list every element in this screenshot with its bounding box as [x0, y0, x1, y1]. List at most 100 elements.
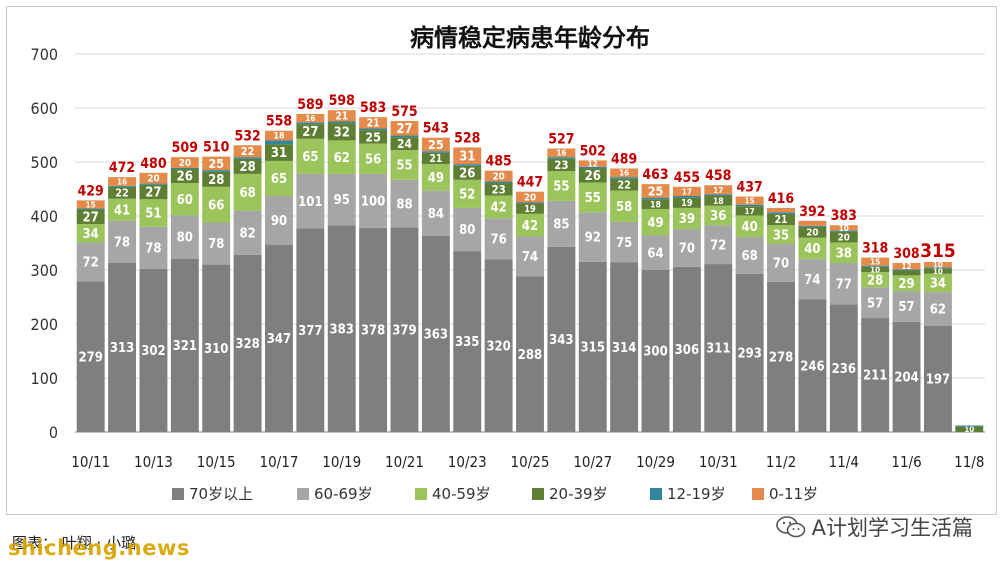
data-label: 20: [147, 174, 159, 185]
data-label: 95: [334, 193, 350, 208]
data-label: 75: [616, 236, 632, 251]
x-tick-label: 11/2: [766, 453, 796, 471]
bar-segment: [672, 186, 701, 197]
x-tick-label: 10/31: [699, 453, 738, 471]
bar-segment: [641, 197, 670, 200]
data-label: 84: [428, 207, 444, 222]
data-label: 27: [302, 125, 318, 140]
data-label: 101: [298, 195, 322, 210]
bar-segment: [578, 166, 607, 169]
bar-segment: [861, 266, 890, 273]
bar-segment: [516, 213, 544, 237]
bar-segment: [327, 123, 356, 141]
data-label: 306: [675, 343, 699, 358]
bar-segment: [547, 158, 576, 172]
data-label: 315: [581, 341, 605, 356]
bar-segment: [829, 231, 858, 243]
data-label: 57: [867, 296, 883, 311]
wechat-icon: [775, 516, 806, 538]
bar-segment: [861, 265, 890, 267]
y-tick-label: 0: [49, 423, 58, 442]
bar-segment: [139, 268, 168, 432]
data-label: 62: [334, 151, 350, 166]
data-label: 378: [361, 324, 385, 339]
data-label: 22: [115, 187, 129, 200]
data-label: 311: [706, 342, 730, 357]
legend-swatch: [752, 488, 764, 500]
x-tick-label: 10/29: [636, 453, 675, 471]
bar-segment: [296, 173, 325, 229]
data-label: 24: [397, 137, 412, 151]
data-label: 58: [616, 200, 632, 215]
y-tick-label: 500: [31, 153, 58, 172]
bar-segment: [170, 157, 199, 168]
bar-segment: [829, 262, 858, 305]
bar-segment: [641, 208, 670, 236]
data-label: 85: [553, 218, 569, 233]
x-tick-label: 10/19: [322, 453, 361, 471]
data-label: 377: [298, 324, 322, 339]
y-tick-label: 100: [31, 369, 58, 388]
data-label: 78: [114, 236, 130, 251]
bar-segment: [547, 157, 576, 159]
data-label: 28: [239, 160, 255, 175]
bar-segment: [170, 215, 199, 259]
bar-segment: [892, 321, 921, 432]
total-label: 463: [642, 167, 668, 183]
data-label: 40: [742, 220, 758, 235]
bar-segment: [453, 179, 482, 208]
data-label: 20: [838, 233, 850, 244]
legend-swatch: [415, 488, 427, 500]
bar-segment: [829, 304, 858, 432]
bar-segment: [202, 156, 231, 171]
bar-segment: [641, 184, 670, 198]
data-label: 310: [204, 342, 228, 357]
legend-swatch: [650, 488, 662, 500]
data-label: 15: [745, 196, 755, 205]
data-label: 302: [141, 344, 165, 359]
data-label: 17: [713, 185, 723, 195]
x-tick-label: 10/27: [573, 453, 612, 471]
bar-segment: [672, 196, 701, 198]
bar-segment: [923, 325, 952, 432]
data-label: 25: [208, 156, 224, 171]
bar-segment: [547, 246, 576, 432]
legend-label: 60-69岁: [314, 485, 373, 503]
bar-segment: [672, 207, 701, 229]
total-label: 416: [768, 191, 795, 207]
total-label: 315: [920, 240, 956, 262]
total-label: 392: [799, 204, 825, 220]
data-label: 25: [365, 129, 381, 144]
data-label: 26: [459, 166, 475, 181]
data-label: 78: [145, 242, 161, 257]
bar-segment: [453, 165, 482, 180]
data-label: 21: [775, 214, 788, 226]
bar-segment: [704, 194, 733, 197]
bar-segment: [453, 251, 482, 432]
data-label: 57: [898, 300, 914, 315]
bar-segment: [735, 204, 764, 207]
bar-segment: [767, 212, 795, 214]
data-label: 21: [367, 118, 380, 130]
data-label: 55: [396, 159, 412, 174]
bar-segment: [265, 144, 293, 161]
legend-swatch: [532, 488, 544, 500]
data-label: 10: [933, 267, 943, 276]
total-label: 527: [548, 132, 574, 148]
bar-segment: [296, 138, 325, 174]
bar-segment: [359, 128, 388, 131]
data-label: 34: [930, 277, 946, 292]
data-label: 12: [902, 262, 912, 271]
data-label: 197: [926, 372, 950, 387]
data-label: 10: [964, 425, 974, 434]
data-label: 19: [524, 204, 536, 215]
data-label: 279: [78, 350, 102, 365]
bar-segment: [767, 225, 795, 245]
x-tick-label: 10/15: [197, 453, 236, 471]
bar-segment: [955, 425, 984, 427]
data-label: 17: [682, 186, 692, 196]
bar-segment: [672, 228, 701, 267]
data-label: 313: [110, 341, 134, 356]
bar-segment: [453, 207, 482, 252]
